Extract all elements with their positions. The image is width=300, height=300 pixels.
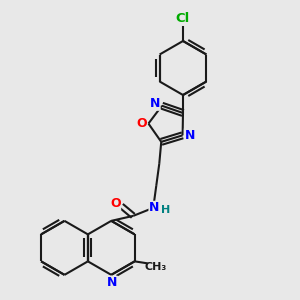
Text: O: O <box>136 117 147 130</box>
Text: N: N <box>107 276 117 290</box>
Text: N: N <box>184 129 195 142</box>
Text: N: N <box>150 97 160 110</box>
Text: N: N <box>149 201 159 214</box>
Text: Cl: Cl <box>176 13 190 26</box>
Text: H: H <box>160 205 170 215</box>
Text: O: O <box>110 197 121 210</box>
Text: CH₃: CH₃ <box>145 262 167 272</box>
